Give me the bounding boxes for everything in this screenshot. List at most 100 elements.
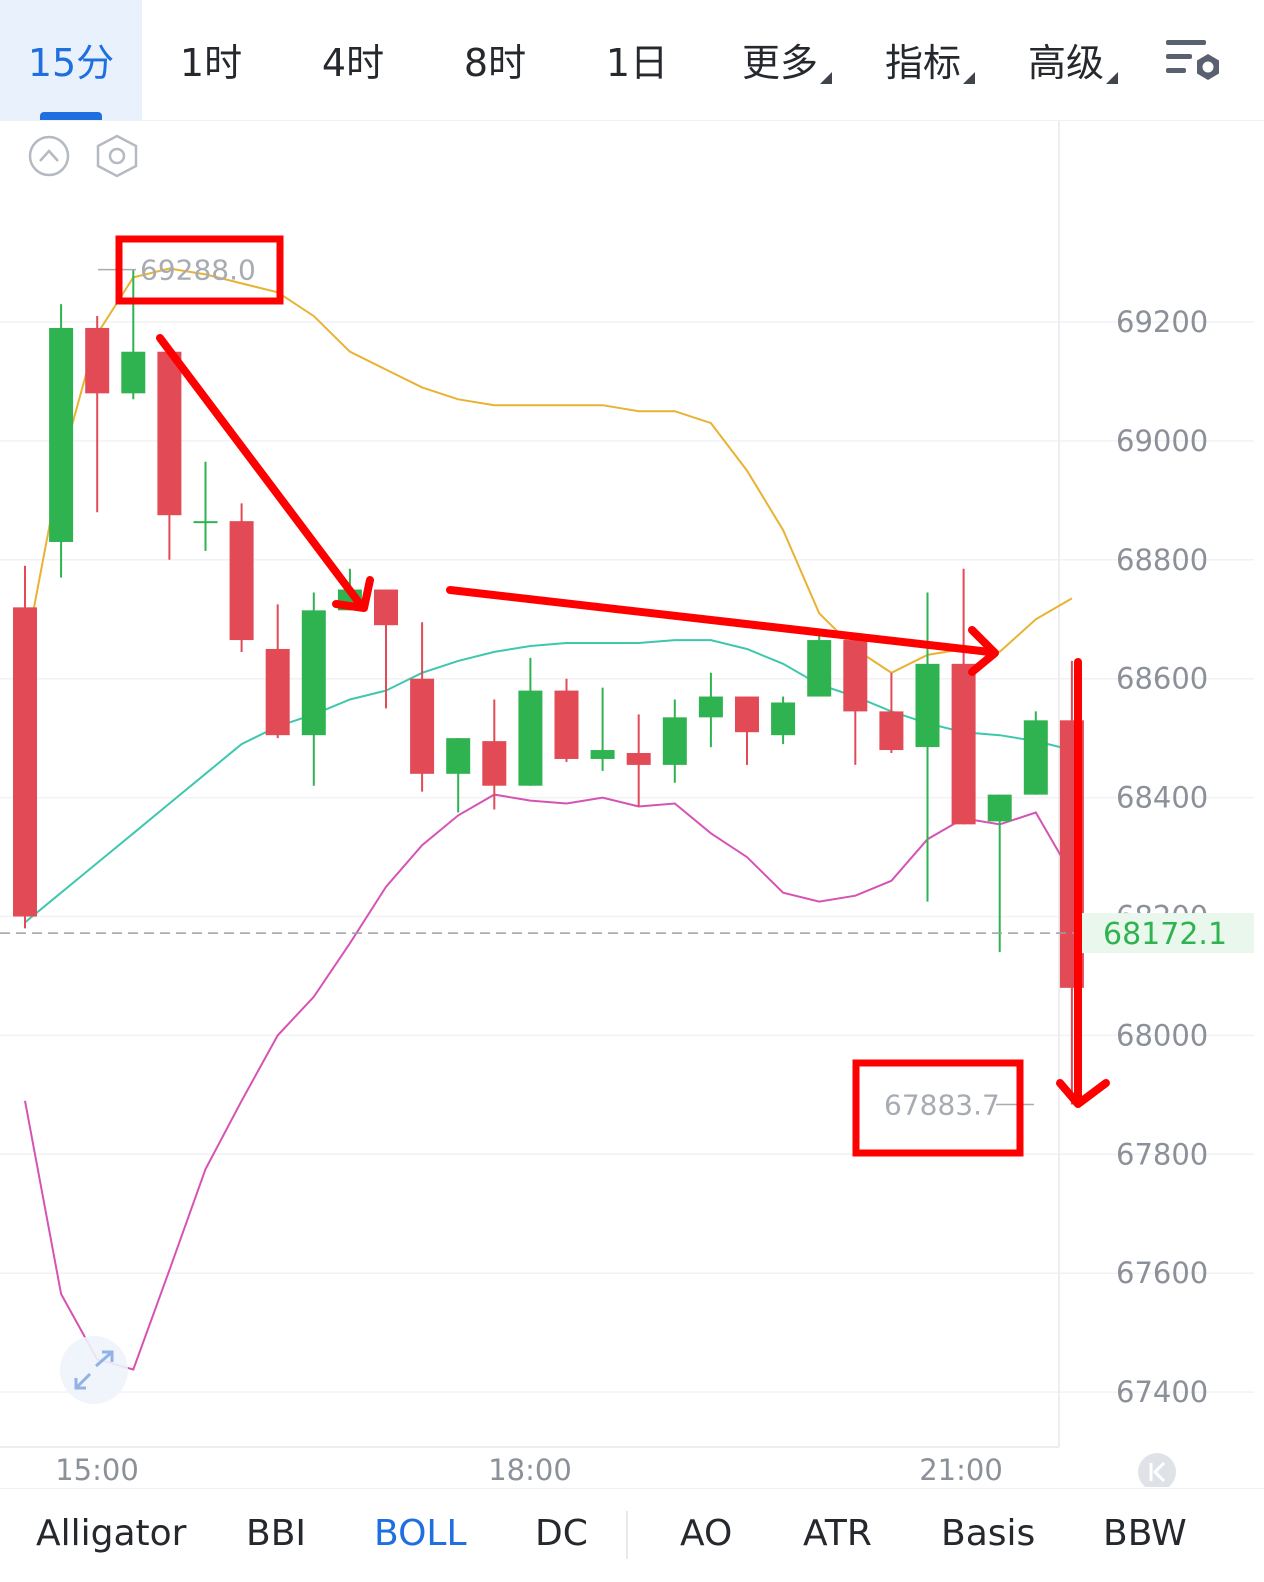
timeframe-1h[interactable]: 1时: [150, 0, 272, 120]
sideways-arrow: [446, 586, 994, 656]
downtrend-arrowhead-icon: [332, 576, 374, 612]
candle-body: [554, 690, 579, 759]
tab-alligator-label: Alligator: [36, 1513, 187, 1554]
tab-bbi-label: BBI: [246, 1513, 307, 1554]
price-axis: 6920069000688006860068400682006800067800…: [1116, 305, 1208, 1409]
candle-body: [590, 750, 615, 759]
high-highlight-box: [115, 235, 284, 305]
time-tick-label: 21:00: [919, 1453, 1003, 1487]
fullscreen-icon[interactable]: [60, 1336, 128, 1404]
time-tick-label: 15:00: [55, 1453, 139, 1487]
candle-body: [662, 717, 687, 765]
timeframe-4h[interactable]: 4时: [292, 0, 414, 120]
more-menu[interactable]: 更多: [742, 0, 833, 120]
tab-bbw[interactable]: BBW: [1103, 1489, 1187, 1579]
tab-divider: [626, 1511, 628, 1559]
timeframe-8h-label: 8时: [463, 41, 527, 85]
tab-dc-label: DC: [535, 1513, 588, 1554]
candle-body: [698, 696, 723, 718]
candle-body: [987, 794, 1012, 822]
low-price-label: 67883.7: [884, 1089, 1000, 1122]
price-tick-label: 67400: [1116, 1375, 1208, 1409]
candle-body: [13, 607, 37, 917]
tab-boll[interactable]: BOLL: [374, 1489, 467, 1579]
tab-ao[interactable]: AO: [680, 1489, 732, 1579]
price-chart[interactable]: 6920069000688006860068400682006800067800…: [0, 121, 1264, 1487]
boll-lower-line: [24, 793, 1073, 1371]
chart-grid: [0, 321, 1254, 1393]
candle-body: [121, 351, 146, 394]
timeframe-8h[interactable]: 8时: [434, 0, 556, 120]
candle-body: [410, 678, 435, 774]
candle-body: [301, 610, 326, 736]
timeframe-15m-label: 15分: [27, 41, 115, 85]
chart-settings-icon[interactable]: [1162, 34, 1226, 90]
candle-body: [157, 351, 182, 516]
dropdown-triangle-icon: [963, 72, 976, 84]
timeframe-1d-label: 1日: [605, 41, 669, 85]
candle-body: [879, 711, 904, 751]
last-price-label: 68172.1: [1103, 917, 1227, 952]
more-menu-label: 更多: [742, 41, 819, 85]
boll-middle-line: [24, 639, 1073, 924]
tab-alligator[interactable]: Alligator: [36, 1489, 187, 1579]
collapse-icon[interactable]: [28, 135, 70, 177]
tab-bbw-label: BBW: [1103, 1513, 1187, 1554]
jump-to-latest-icon[interactable]: [1138, 1453, 1176, 1487]
candle-body: [915, 663, 940, 748]
candle-body: [85, 327, 110, 394]
price-tick-label: 69200: [1116, 305, 1208, 339]
price-tick-label: 67600: [1116, 1256, 1208, 1290]
timeframe-4h-label: 4时: [321, 41, 385, 85]
price-tick-label: 68600: [1116, 662, 1208, 696]
advanced-menu[interactable]: 高级: [1028, 0, 1119, 120]
candle-body: [807, 640, 832, 697]
indicators-menu[interactable]: 指标: [885, 0, 976, 120]
price-tick-label: 68000: [1116, 1018, 1208, 1052]
low-highlight-box: [852, 1059, 1024, 1157]
tab-basis[interactable]: Basis: [941, 1489, 1035, 1579]
advanced-menu-label: 高级: [1028, 41, 1105, 85]
tab-dc[interactable]: DC: [535, 1489, 588, 1579]
tab-basis-label: Basis: [941, 1513, 1036, 1554]
candlesticks: [13, 269, 1084, 1105]
price-tick-label: 67800: [1116, 1137, 1208, 1171]
timeframe-toolbar: 15分 1时 4时 8时 1日 更多 指标 高级: [0, 0, 1264, 121]
candle-body: [626, 753, 651, 765]
candle-body: [193, 521, 218, 524]
dropdown-triangle-icon: [820, 72, 833, 84]
tab-boll-label: BOLL: [374, 1513, 467, 1554]
timeframe-1h-label: 1时: [179, 41, 243, 85]
candle-body: [951, 663, 976, 825]
candle-body: [482, 741, 507, 786]
timeframe-15m[interactable]: 15分: [0, 0, 142, 120]
candle-body: [771, 702, 796, 736]
boll-upper-line: [24, 267, 1073, 674]
time-tick-label: 18:00: [488, 1453, 572, 1487]
dropdown-triangle-icon: [1106, 72, 1119, 84]
candle-body: [229, 521, 254, 641]
indicator-settings-icon[interactable]: [96, 134, 138, 178]
downtrend-arrow: [156, 334, 364, 608]
candle-body: [735, 696, 759, 733]
tab-ao-label: AO: [680, 1513, 733, 1554]
candle-body: [518, 690, 543, 786]
price-tick-label: 69000: [1116, 424, 1208, 458]
active-tab-indicator: [40, 112, 102, 120]
indicators-menu-label: 指标: [885, 41, 962, 85]
timeframe-1d[interactable]: 1日: [576, 0, 698, 120]
tab-atr[interactable]: ATR: [803, 1489, 872, 1579]
last-price-tag: [1078, 913, 1254, 954]
candle-body: [49, 327, 74, 542]
price-tick-label: 68400: [1116, 781, 1208, 815]
sideways-arrowhead-icon: [968, 626, 999, 676]
candle-body: [265, 648, 290, 736]
price-tick-label: 68800: [1116, 543, 1208, 577]
tab-atr-label: ATR: [803, 1513, 872, 1554]
candle-body: [843, 640, 868, 712]
tab-bbi[interactable]: BBI: [246, 1489, 306, 1579]
indicator-tabs: Alligator BBI BOLL DC AO ATR Basis BBW: [0, 1488, 1264, 1582]
candle-body: [1023, 720, 1048, 795]
time-axis: 15:00 18:00 21:00: [55, 1453, 1003, 1487]
drop-arrowhead-icon: [1056, 1079, 1110, 1108]
